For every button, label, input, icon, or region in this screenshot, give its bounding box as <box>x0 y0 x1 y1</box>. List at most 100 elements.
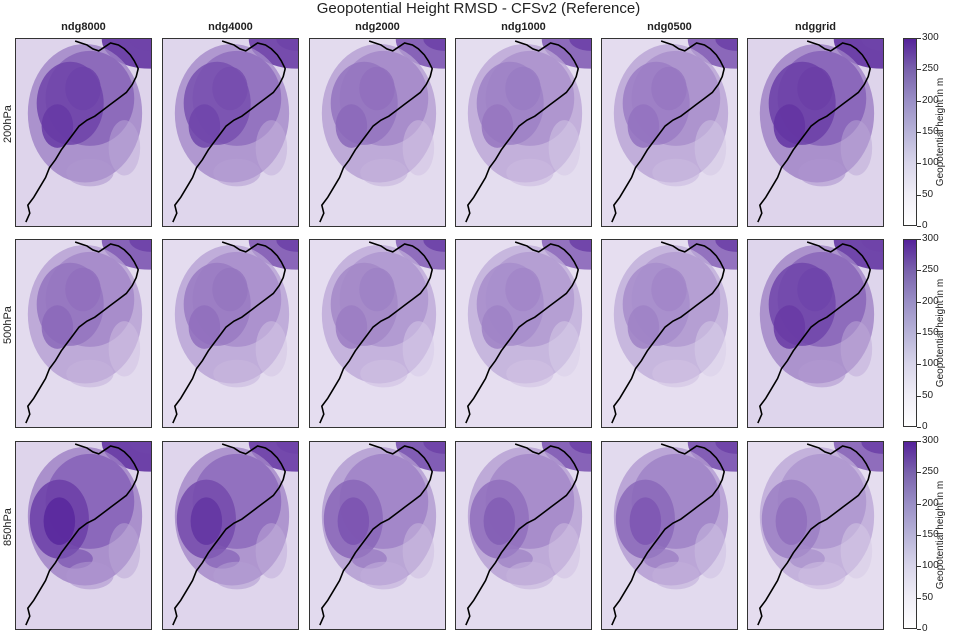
map-panel-500hPa-ndg0500 <box>601 239 738 428</box>
coastline <box>757 443 872 626</box>
coastline <box>319 443 434 626</box>
colorbar-tick-label: 300 <box>922 32 939 43</box>
map-panel-200hPa-ndg8000 <box>15 38 152 227</box>
colorbar-tick-label: 100 <box>922 560 939 572</box>
coastline <box>757 241 872 424</box>
map-panel-500hPa-ndg4000 <box>162 239 299 428</box>
rmsd-field <box>16 39 151 226</box>
coastline <box>25 443 140 626</box>
coastline <box>611 241 726 424</box>
coastline <box>611 40 726 223</box>
rmsd-field <box>748 240 883 427</box>
colorbar-tick-mark <box>917 333 921 334</box>
colorbar-label: Geopotential height in m <box>935 77 946 187</box>
colorbar-tick-label: 300 <box>922 435 939 446</box>
colorbar-tick-mark <box>917 132 921 133</box>
colorbar-tick-mark <box>917 239 921 240</box>
coastline <box>757 40 872 223</box>
colorbar-tick-mark <box>917 270 921 272</box>
colorbar-tick-mark <box>917 364 921 366</box>
colorbar-tick-mark <box>917 38 921 39</box>
column-header-ndg2000: ndg2000 <box>355 21 400 33</box>
rmsd-field <box>163 442 298 629</box>
colorbar-tick-mark <box>917 163 921 165</box>
rmsd-field <box>456 240 591 427</box>
map-panel-500hPa-ndg2000 <box>309 239 446 428</box>
coastline <box>172 241 287 424</box>
coastline <box>319 241 434 424</box>
coastline <box>25 40 140 223</box>
colorbar-tick-mark <box>917 566 921 568</box>
colorbar-tick-label: 0 <box>922 623 928 634</box>
figure-title: Geopotential Height RMSD - CFSv2 (Refere… <box>316 0 641 17</box>
colorbar-tick-label: 0 <box>922 421 928 432</box>
colorbar-label: Geopotential height in m <box>935 278 946 388</box>
rmsd-field <box>456 442 591 629</box>
map-panel-850hPa-ndg1000 <box>455 441 592 630</box>
colorbar-850hPa <box>903 441 917 629</box>
rmsd-field <box>748 442 883 629</box>
colorbar-tick-label: 300 <box>922 233 939 244</box>
rmsd-field <box>310 39 445 226</box>
map-panel-850hPa-ndg4000 <box>162 441 299 630</box>
column-header-ndg1000: ndg1000 <box>501 21 546 33</box>
column-header-ndg0500: ndg0500 <box>647 21 692 33</box>
coastline <box>465 241 580 424</box>
colorbar-tick-label: 50 <box>922 188 934 200</box>
colorbar-200hPa <box>903 38 917 226</box>
rmsd-field <box>310 240 445 427</box>
colorbar-tick-label: 50 <box>922 591 934 603</box>
colorbar-tick-mark <box>917 535 921 536</box>
map-panel-850hPa-ndg0500 <box>601 441 738 630</box>
column-header-ndg4000: ndg4000 <box>208 21 253 33</box>
map-panel-200hPa-ndg4000 <box>162 38 299 227</box>
colorbar-tick-mark <box>917 472 921 474</box>
colorbar-tick-label: 150 <box>922 529 939 540</box>
colorbar-tick-label: 200 <box>922 94 939 106</box>
colorbar-tick-mark <box>917 226 921 227</box>
colorbar-tick-mark <box>917 194 921 196</box>
rmsd-field <box>602 240 737 427</box>
colorbar-tick-label: 100 <box>922 157 939 169</box>
coastline <box>25 241 140 424</box>
colorbar-tick-label: 250 <box>922 264 939 276</box>
colorbar-tick-mark <box>917 69 921 71</box>
map-panel-200hPa-ndg2000 <box>309 38 446 227</box>
colorbar-tick-mark <box>917 301 921 303</box>
colorbar-tick-mark <box>917 597 921 599</box>
map-panel-500hPa-ndg1000 <box>455 239 592 428</box>
colorbar-tick-mark <box>917 395 921 397</box>
map-panel-850hPa-ndg2000 <box>309 441 446 630</box>
colorbar-tick-label: 50 <box>922 389 934 401</box>
coastline <box>172 443 287 626</box>
coastline <box>172 40 287 223</box>
colorbar-tick-mark <box>917 427 921 428</box>
map-panel-500hPa-ndggrid <box>747 239 884 428</box>
colorbar-tick-label: 150 <box>922 126 939 137</box>
rmsd-field <box>310 442 445 629</box>
map-panel-200hPa-ndg1000 <box>455 38 592 227</box>
rmsd-field <box>163 240 298 427</box>
coastline <box>611 443 726 626</box>
colorbar-tick-label: 250 <box>922 466 939 478</box>
colorbar-tick-mark <box>917 441 921 442</box>
map-panel-850hPa-ndggrid <box>747 441 884 630</box>
coastline <box>465 443 580 626</box>
column-header-ndg8000: ndg8000 <box>61 21 106 33</box>
rmsd-field <box>602 442 737 629</box>
colorbar-tick-label: 200 <box>922 497 939 509</box>
colorbar-tick-mark <box>917 100 921 102</box>
colorbar-tick-label: 100 <box>922 358 939 370</box>
map-panel-500hPa-ndg8000 <box>15 239 152 428</box>
coastline <box>319 40 434 223</box>
colorbar-tick-label: 0 <box>922 220 928 231</box>
colorbar-label: Geopotential height in m <box>935 480 946 590</box>
map-panel-200hPa-ndg0500 <box>601 38 738 227</box>
column-header-ndggrid: ndggrid <box>795 21 836 33</box>
colorbar-500hPa <box>903 239 917 427</box>
colorbar-tick-label: 150 <box>922 327 939 338</box>
colorbar-tick-mark <box>917 629 921 630</box>
rmsd-field <box>16 442 151 629</box>
map-panel-200hPa-ndggrid <box>747 38 884 227</box>
rmsd-field <box>16 240 151 427</box>
